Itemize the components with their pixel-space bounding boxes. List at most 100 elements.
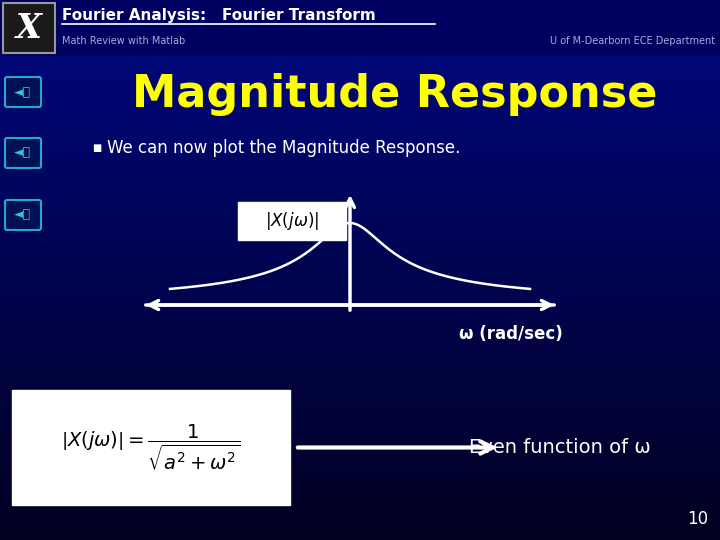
- Bar: [0, 54, 720, 59]
- Bar: [0, 270, 720, 275]
- Bar: [0, 378, 720, 383]
- Bar: [0, 297, 720, 302]
- Bar: [0, 70, 720, 76]
- Bar: [0, 259, 720, 265]
- Bar: [0, 454, 720, 459]
- Bar: [0, 367, 720, 373]
- Bar: [0, 346, 720, 351]
- Bar: [0, 524, 720, 529]
- Bar: [0, 459, 720, 464]
- Bar: [0, 373, 720, 378]
- Text: Even function of ω: Even function of ω: [469, 438, 651, 457]
- Bar: [0, 76, 720, 81]
- Bar: [0, 400, 720, 405]
- Bar: [0, 437, 720, 443]
- Text: We can now plot the Magnitude Response.: We can now plot the Magnitude Response.: [107, 139, 460, 157]
- Bar: [0, 335, 720, 340]
- Bar: [0, 340, 720, 346]
- Text: Magnitude Response: Magnitude Response: [132, 73, 657, 117]
- Text: ◄⦿: ◄⦿: [14, 146, 32, 159]
- Bar: [0, 238, 720, 243]
- Bar: [0, 351, 720, 356]
- Bar: [0, 86, 720, 92]
- Bar: [0, 254, 720, 259]
- FancyBboxPatch shape: [5, 77, 41, 107]
- Bar: [0, 308, 720, 313]
- Bar: [0, 497, 720, 502]
- Bar: [0, 265, 720, 270]
- Bar: [0, 491, 720, 497]
- Bar: [0, 0, 720, 56]
- Bar: [0, 92, 720, 97]
- Text: ω (rad/sec): ω (rad/sec): [459, 325, 563, 343]
- Bar: [0, 16, 720, 22]
- Text: X: X: [16, 12, 42, 45]
- Bar: [0, 151, 720, 157]
- Bar: [0, 59, 720, 65]
- Bar: [0, 502, 720, 508]
- Bar: [0, 410, 720, 416]
- Bar: [0, 184, 720, 189]
- Bar: [0, 221, 720, 227]
- Bar: [0, 324, 720, 329]
- Bar: [0, 470, 720, 475]
- Bar: [0, 103, 720, 108]
- Bar: [0, 5, 720, 11]
- Bar: [0, 178, 720, 184]
- Bar: [238, 202, 346, 240]
- Bar: [0, 205, 720, 211]
- Bar: [0, 22, 720, 27]
- Bar: [0, 200, 720, 205]
- Bar: [0, 475, 720, 481]
- Bar: [0, 535, 720, 540]
- Bar: [0, 140, 720, 146]
- Bar: [0, 65, 720, 70]
- Bar: [0, 356, 720, 362]
- Text: Math Review with Matlab: Math Review with Matlab: [62, 36, 185, 46]
- Text: ◄⦿: ◄⦿: [14, 85, 32, 98]
- Bar: [0, 11, 720, 16]
- Bar: [0, 389, 720, 394]
- FancyBboxPatch shape: [5, 200, 41, 230]
- Bar: [0, 216, 720, 221]
- Bar: [0, 227, 720, 232]
- Bar: [0, 416, 720, 421]
- Bar: [0, 0, 720, 5]
- Text: ◄⦿: ◄⦿: [14, 208, 32, 221]
- Bar: [0, 486, 720, 491]
- Bar: [0, 329, 720, 335]
- Bar: [0, 119, 720, 124]
- Bar: [0, 49, 720, 54]
- Bar: [0, 383, 720, 389]
- Bar: [0, 97, 720, 103]
- Bar: [0, 135, 720, 140]
- Bar: [0, 173, 720, 178]
- Bar: [0, 432, 720, 437]
- Bar: [0, 448, 720, 454]
- Bar: [0, 38, 720, 43]
- Bar: [0, 43, 720, 49]
- Text: ■: ■: [92, 143, 102, 153]
- Bar: [0, 394, 720, 400]
- Bar: [0, 443, 720, 448]
- Bar: [0, 302, 720, 308]
- Bar: [0, 113, 720, 119]
- Bar: [0, 292, 720, 297]
- Bar: [0, 81, 720, 86]
- Bar: [0, 32, 720, 38]
- Bar: [0, 529, 720, 535]
- Bar: [0, 281, 720, 286]
- Text: Fourier Analysis:   Fourier Transform: Fourier Analysis: Fourier Transform: [62, 8, 376, 23]
- Bar: [0, 508, 720, 513]
- Bar: [0, 481, 720, 486]
- Bar: [0, 189, 720, 194]
- Text: $\left|X(j\omega)\right| = \dfrac{1}{\sqrt{a^2 + \omega^2}}$: $\left|X(j\omega)\right| = \dfrac{1}{\sq…: [61, 423, 240, 472]
- FancyBboxPatch shape: [5, 138, 41, 168]
- Bar: [0, 518, 720, 524]
- Text: U of M-Dearborn ECE Department: U of M-Dearborn ECE Department: [550, 36, 715, 46]
- Bar: [0, 130, 720, 135]
- Bar: [0, 362, 720, 367]
- Text: $|X(j\omega)|$: $|X(j\omega)|$: [265, 210, 319, 232]
- Bar: [0, 157, 720, 162]
- Bar: [0, 313, 720, 319]
